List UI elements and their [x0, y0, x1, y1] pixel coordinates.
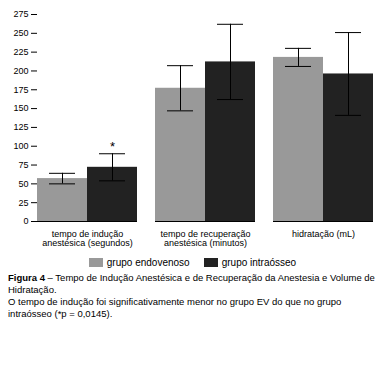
svg-text:150: 150: [13, 103, 28, 113]
html-text:grupo intraósseo: grupo intraósseo: [221, 257, 297, 268]
svg-text:100: 100: [13, 141, 28, 151]
svg-text:25: 25: [18, 198, 28, 208]
svg-text:175: 175: [13, 85, 28, 95]
svg-text:125: 125: [13, 122, 28, 132]
svg-text:75: 75: [18, 160, 28, 170]
svg-text:50: 50: [18, 179, 28, 189]
svg-text:250: 250: [13, 28, 28, 38]
svg-text:275: 275: [13, 9, 28, 19]
svg-text:225: 225: [13, 47, 28, 57]
svg-text:200: 200: [13, 66, 28, 76]
svg-text:*: *: [110, 139, 115, 154]
html-text:Figura 4 – Tempo de Indução An: Figura 4 – Tempo de Indução Anestésica e…: [8, 272, 375, 319]
svg-text:tempo de recuperaçãoanestésica: tempo de recuperaçãoanestésica (minutos): [160, 229, 250, 248]
svg-text:hidratação (mL): hidratação (mL): [292, 229, 355, 239]
svg-text:tempo de induçãoanestésica (se: tempo de induçãoanestésica (segundos): [42, 229, 133, 248]
html-text:grupo endovenoso: grupo endovenoso: [106, 257, 190, 268]
svg-text:0: 0: [23, 216, 28, 226]
